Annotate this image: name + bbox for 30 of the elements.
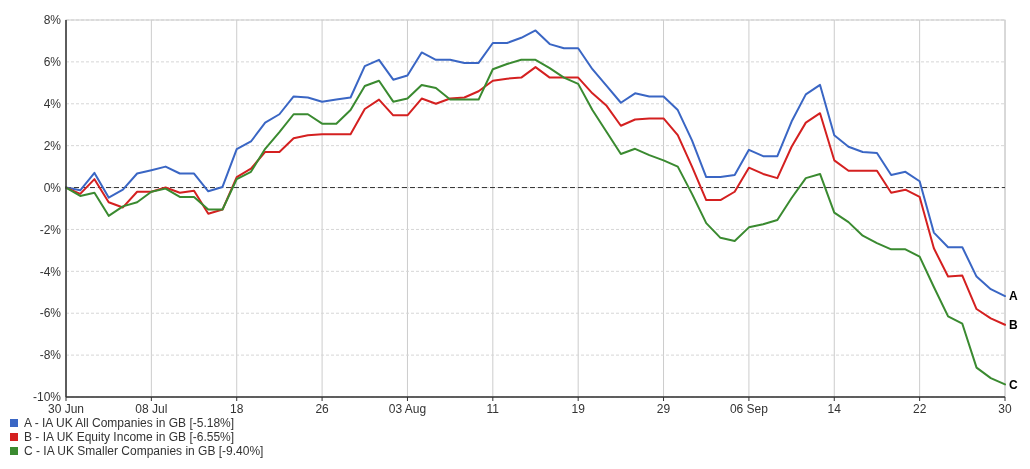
y-tick-label: 4% [43,96,62,111]
legend-label: C - IA UK Smaller Companies in GB [-9.40%] [24,444,264,458]
x-tick-label: 08 Jul [135,402,168,416]
x-tick-label: 11 [486,402,500,416]
x-tick-label: 06 Sep [729,402,769,416]
x-tick-label: 26 [315,402,330,416]
annotation: B [1009,317,1018,332]
y-tick-label: 6% [43,55,62,70]
y-tick-label: 8% [43,13,62,28]
y-tick-label: -2% [39,222,62,237]
legend-label: A - IA UK All Companies in GB [-5.18%] [24,416,235,430]
y-tick-label: -8% [39,348,62,363]
x-tick-label: 18 [230,402,244,416]
x-tick-label: 14 [827,402,842,416]
annotation: A [1009,289,1018,304]
x-tick-label: 30 [998,402,1012,416]
x-tick-label: 19 [571,402,586,416]
x-tick-label: 30 Jun [47,402,85,416]
x-tick-label: 22 [912,402,927,416]
y-tick-label: -6% [39,306,62,321]
x-tick-label: 29 [656,402,671,416]
y-tick-label: 2% [43,138,62,153]
legend-label: B - IA UK Equity Income in GB [-6.55%] [24,430,235,444]
x-tick-label: 03 Aug [388,402,427,416]
line-series [65,29,1006,298]
y-tick-label: -10% [32,390,62,405]
y-tick-label: -4% [39,264,62,279]
line-series [65,58,1006,386]
annotation: C [1009,377,1018,392]
y-tick-label: 0% [43,180,62,195]
